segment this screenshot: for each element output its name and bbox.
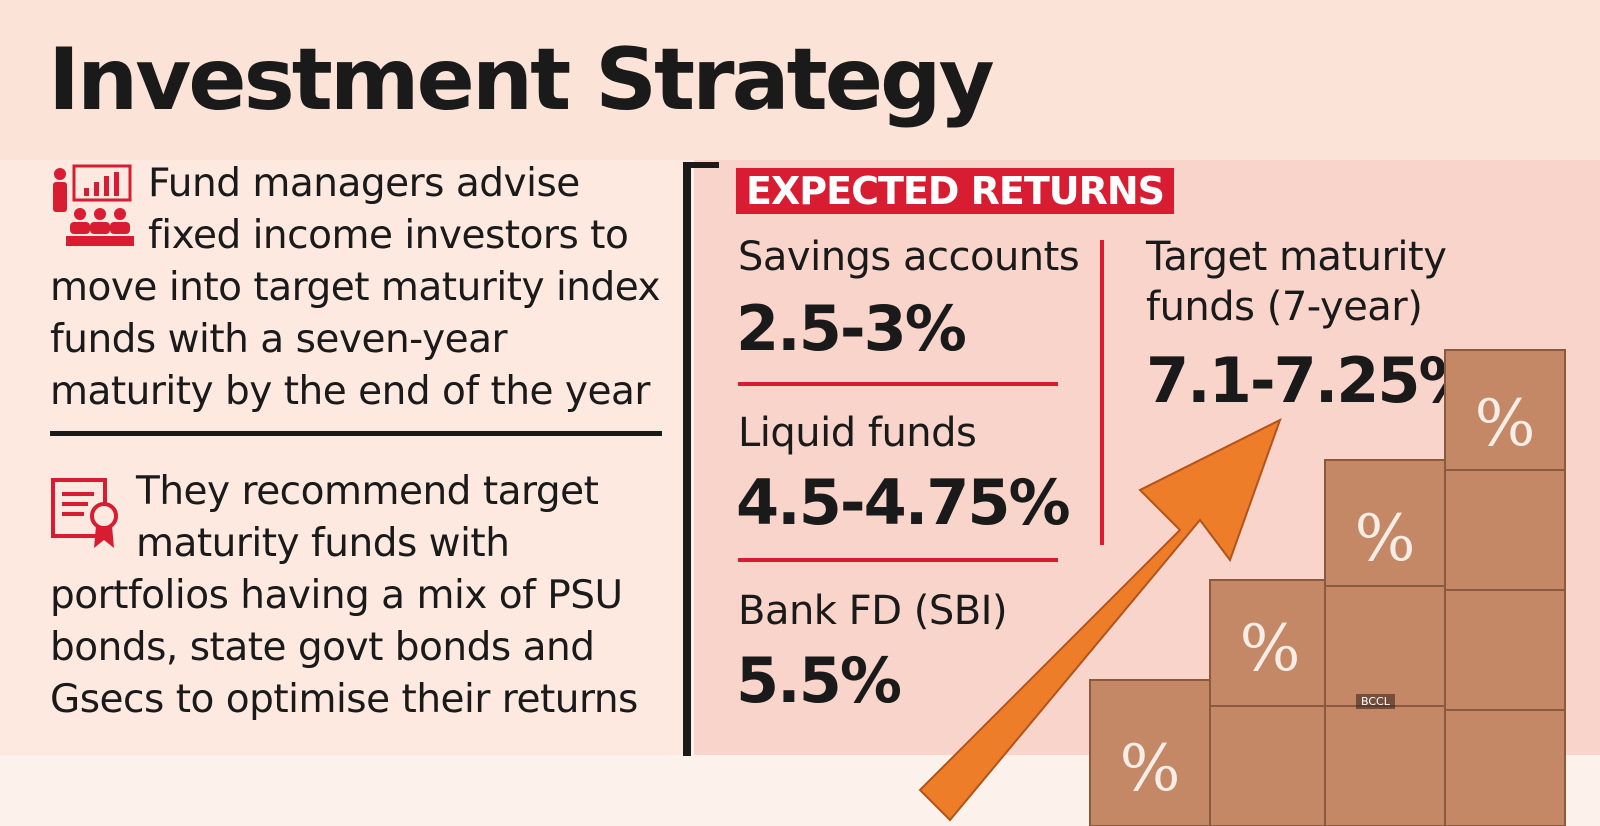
return-label: Liquid funds: [738, 410, 977, 456]
block-label: %: [1240, 612, 1301, 686]
certificate-icon: [51, 478, 118, 548]
left-panel: [0, 160, 690, 755]
header-band: [0, 0, 1600, 160]
divider-bar: [683, 162, 719, 168]
point-text: Fund managers advise fixed income invest…: [50, 161, 661, 414]
section-heading: EXPECTED RETURNS: [736, 168, 1175, 214]
divider: [738, 382, 1058, 386]
divider: [50, 431, 662, 436]
block-label: %: [1355, 502, 1416, 576]
return-value: 2.5-3%: [736, 292, 967, 365]
return-label: Target maturity funds (7-year): [1146, 234, 1447, 330]
presentation-icon: [53, 164, 134, 246]
image-credit: BCCL: [1356, 694, 1395, 709]
return-value: 7.1-7.25%: [1146, 344, 1481, 417]
return-label: Bank FD (SBI): [738, 588, 1008, 634]
return-value: 5.5%: [736, 644, 902, 717]
blocks-illustration: % % % % %: [918, 349, 1566, 826]
point: Fund managers advise fixed income invest…: [50, 158, 670, 418]
return-value: 4.5-4.75%: [736, 466, 1071, 539]
point-text: They recommend target maturity funds wit…: [50, 469, 638, 722]
divider-bar: [683, 162, 691, 756]
divider: [738, 558, 1058, 562]
divider: [1100, 240, 1104, 545]
block-label: %: [1120, 732, 1181, 806]
block-label: %: [1475, 387, 1536, 461]
title: Investment Strategy: [48, 30, 995, 130]
return-label: Savings accounts: [738, 234, 1080, 280]
point: They recommend target maturity funds wit…: [50, 466, 670, 726]
